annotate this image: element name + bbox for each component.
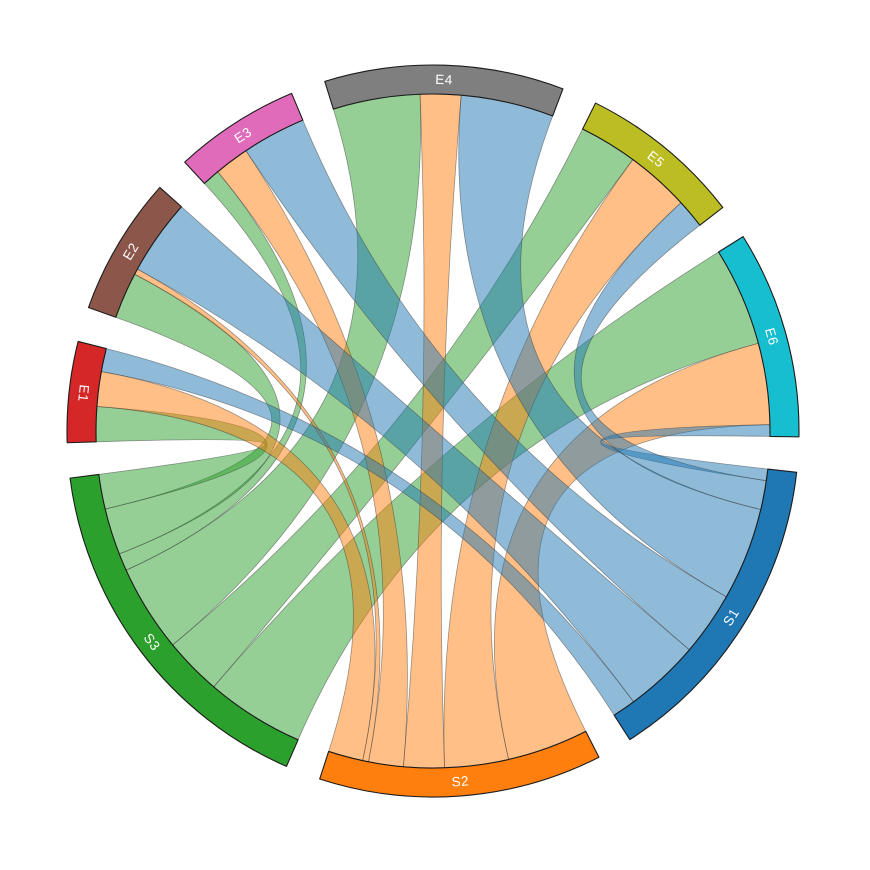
arc-E3	[184, 92, 304, 184]
arc-E6	[717, 236, 800, 438]
arc-E5	[582, 102, 724, 226]
arc-E1	[66, 340, 107, 444]
arc-E2	[87, 186, 183, 318]
arc-E4	[324, 64, 564, 117]
arc-S3	[69, 473, 299, 767]
arc-S2	[319, 730, 600, 798]
arc-S1	[613, 468, 798, 741]
